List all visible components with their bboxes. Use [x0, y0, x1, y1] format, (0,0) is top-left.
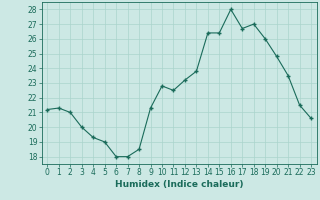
X-axis label: Humidex (Indice chaleur): Humidex (Indice chaleur)	[115, 180, 244, 189]
